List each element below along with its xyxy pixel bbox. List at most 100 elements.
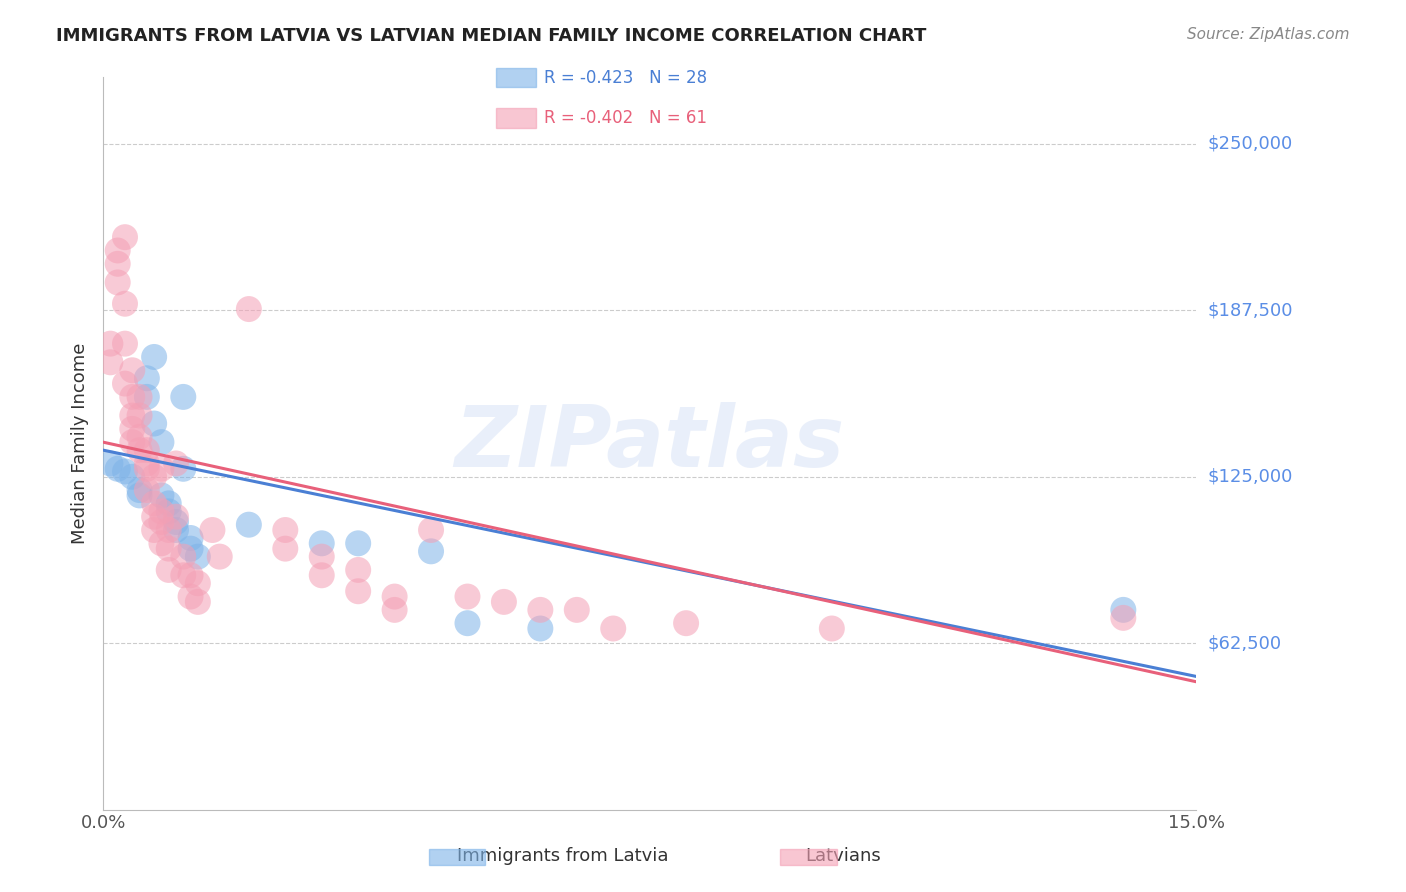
Point [107,276,129,290]
Point [456,616,478,631]
Point [107,462,129,476]
Point [143,496,166,510]
Point [180,590,202,604]
Point [384,590,406,604]
Point [529,603,551,617]
Point [150,462,173,476]
Point [150,435,173,450]
Point [135,462,157,476]
Point [165,457,187,471]
Point [157,523,180,537]
Point [201,523,224,537]
Point [529,622,551,636]
Point [420,523,443,537]
Point [135,457,157,471]
Point [157,541,180,556]
Point [143,523,166,537]
Point [187,549,209,564]
Text: ZIPatlas: ZIPatlas [454,402,845,485]
Point [150,515,173,529]
Point [172,390,194,404]
Point [172,549,194,564]
Point [675,616,697,631]
Point [165,509,187,524]
Point [347,563,370,577]
Text: Source: ZipAtlas.com: Source: ZipAtlas.com [1187,27,1350,42]
Point [274,541,297,556]
Point [143,509,166,524]
Text: R = -0.423   N = 28: R = -0.423 N = 28 [544,69,707,87]
Point [135,390,157,404]
Point [128,409,150,423]
Text: $187,500: $187,500 [1208,301,1292,319]
Point [180,568,202,582]
Point [150,504,173,518]
Point [114,376,136,391]
Y-axis label: Median Family Income: Median Family Income [72,343,89,544]
Point [1112,603,1135,617]
Point [128,430,150,444]
Text: IMMIGRANTS FROM LATVIA VS LATVIAN MEDIAN FAMILY INCOME CORRELATION CHART: IMMIGRANTS FROM LATVIA VS LATVIAN MEDIAN… [56,27,927,45]
Point [150,488,173,502]
Point [602,622,624,636]
Point [187,595,209,609]
Point [187,576,209,591]
Point [1112,611,1135,625]
Point [165,515,187,529]
Point [143,469,166,483]
Text: R = -0.402   N = 61: R = -0.402 N = 61 [544,109,707,127]
Point [121,390,143,404]
Point [135,483,157,497]
Point [238,517,260,532]
Point [172,462,194,476]
Point [157,563,180,577]
Text: Latvians: Latvians [806,847,882,865]
Text: $62,500: $62,500 [1208,634,1281,652]
Point [456,590,478,604]
Point [311,536,333,550]
Point [180,531,202,545]
Point [347,584,370,599]
Point [172,568,194,582]
Point [114,230,136,244]
Point [311,549,333,564]
Point [100,457,122,471]
Point [135,443,157,458]
Point [107,244,129,258]
Point [384,603,406,617]
Point [143,417,166,431]
Point [100,336,122,351]
Point [121,469,143,483]
Point [100,355,122,369]
Point [114,465,136,479]
Point [274,523,297,537]
Point [492,595,515,609]
Point [121,409,143,423]
Point [347,536,370,550]
Point [107,257,129,271]
Point [114,336,136,351]
Point [121,422,143,436]
Point [128,390,150,404]
Text: Immigrants from Latvia: Immigrants from Latvia [457,847,668,865]
Point [157,504,180,518]
Text: $125,000: $125,000 [1208,467,1292,486]
Point [128,483,150,497]
Point [238,301,260,316]
Point [150,536,173,550]
Point [143,350,166,364]
Point [114,296,136,310]
Point [180,541,202,556]
Point [420,544,443,558]
Point [565,603,588,617]
Point [128,443,150,458]
Point [208,549,231,564]
Point [157,496,180,510]
Point [311,568,333,582]
Point [128,488,150,502]
Text: $250,000: $250,000 [1208,135,1292,153]
Point [121,363,143,377]
Point [121,435,143,450]
Point [135,371,157,385]
Point [821,622,844,636]
